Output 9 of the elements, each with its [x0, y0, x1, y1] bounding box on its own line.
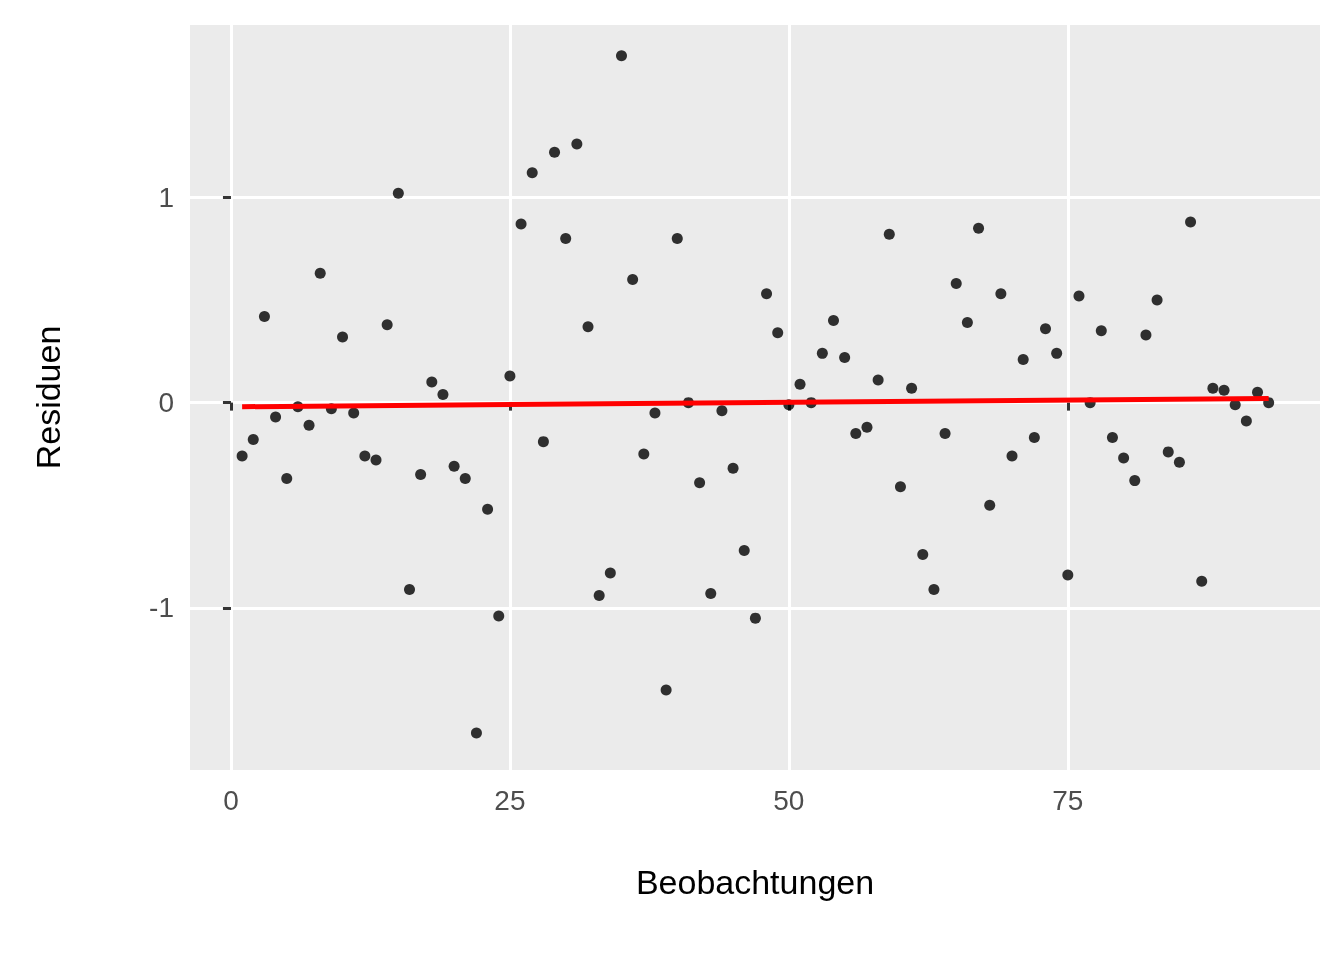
y-tick-label: 1 [158, 181, 174, 213]
x-tick-label: 25 [494, 784, 526, 816]
y-tick-label: -1 [149, 592, 174, 624]
x-tick-label: 75 [1052, 784, 1084, 816]
x-axis-title: Beobachtungen [635, 863, 875, 901]
y-tick-label: 0 [158, 387, 174, 419]
x-tick-label: 50 [773, 784, 805, 816]
y-axis-title: Residuen [29, 325, 67, 470]
x-tick-label: 0 [223, 784, 239, 816]
